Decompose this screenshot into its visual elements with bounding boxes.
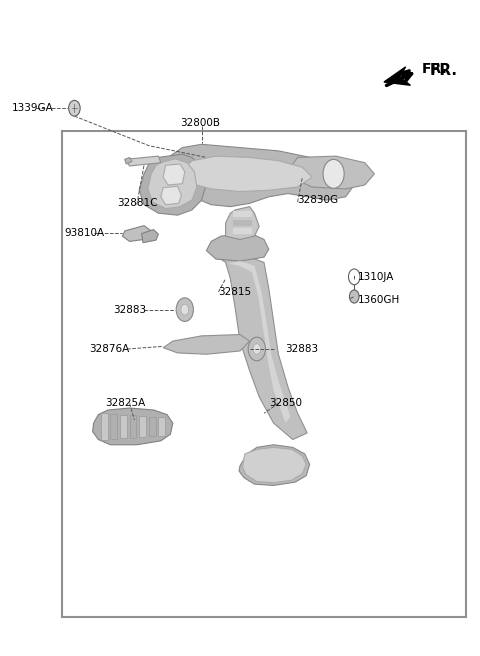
Text: 1360GH: 1360GH xyxy=(358,295,400,305)
Polygon shape xyxy=(149,417,156,436)
Text: 32815: 32815 xyxy=(218,287,252,297)
Polygon shape xyxy=(130,415,136,438)
Polygon shape xyxy=(239,445,310,485)
Text: 32881C: 32881C xyxy=(118,198,158,209)
Text: 1339GA: 1339GA xyxy=(12,103,54,113)
Polygon shape xyxy=(233,228,252,234)
Text: FR.: FR. xyxy=(430,64,457,78)
Circle shape xyxy=(176,298,193,321)
Text: 32830G: 32830G xyxy=(298,195,339,205)
Polygon shape xyxy=(182,156,312,192)
Polygon shape xyxy=(163,164,185,185)
Polygon shape xyxy=(101,413,108,440)
Polygon shape xyxy=(139,154,206,215)
Polygon shape xyxy=(122,226,151,241)
Polygon shape xyxy=(110,414,117,439)
Text: 93810A: 93810A xyxy=(65,228,105,238)
Polygon shape xyxy=(125,157,132,164)
Text: 32883: 32883 xyxy=(286,344,319,354)
Polygon shape xyxy=(158,417,165,436)
Polygon shape xyxy=(125,156,161,166)
Circle shape xyxy=(181,304,189,315)
Polygon shape xyxy=(384,67,410,85)
Polygon shape xyxy=(233,220,252,226)
FancyBboxPatch shape xyxy=(62,131,466,617)
Text: FR.: FR. xyxy=(421,62,447,76)
Polygon shape xyxy=(233,211,252,217)
Circle shape xyxy=(323,159,344,188)
Polygon shape xyxy=(93,408,173,445)
Text: 1310JA: 1310JA xyxy=(358,272,394,282)
Circle shape xyxy=(253,344,261,354)
Polygon shape xyxy=(163,335,250,354)
Polygon shape xyxy=(221,257,307,440)
Polygon shape xyxy=(242,447,306,483)
Polygon shape xyxy=(120,415,127,438)
Circle shape xyxy=(248,337,265,361)
Polygon shape xyxy=(158,144,355,207)
Polygon shape xyxy=(226,207,259,239)
Text: 32800B: 32800B xyxy=(180,118,220,129)
Polygon shape xyxy=(142,230,158,243)
Circle shape xyxy=(348,269,360,285)
Text: 32876A: 32876A xyxy=(89,344,129,354)
Polygon shape xyxy=(161,186,181,205)
Polygon shape xyxy=(139,416,146,437)
Circle shape xyxy=(349,290,359,303)
Circle shape xyxy=(69,100,80,116)
Text: 32883: 32883 xyxy=(113,305,146,316)
Polygon shape xyxy=(228,261,290,423)
Polygon shape xyxy=(206,233,269,261)
Polygon shape xyxy=(148,159,197,209)
Text: 32850: 32850 xyxy=(269,398,302,409)
Polygon shape xyxy=(288,156,374,189)
Text: 32825A: 32825A xyxy=(106,398,146,409)
